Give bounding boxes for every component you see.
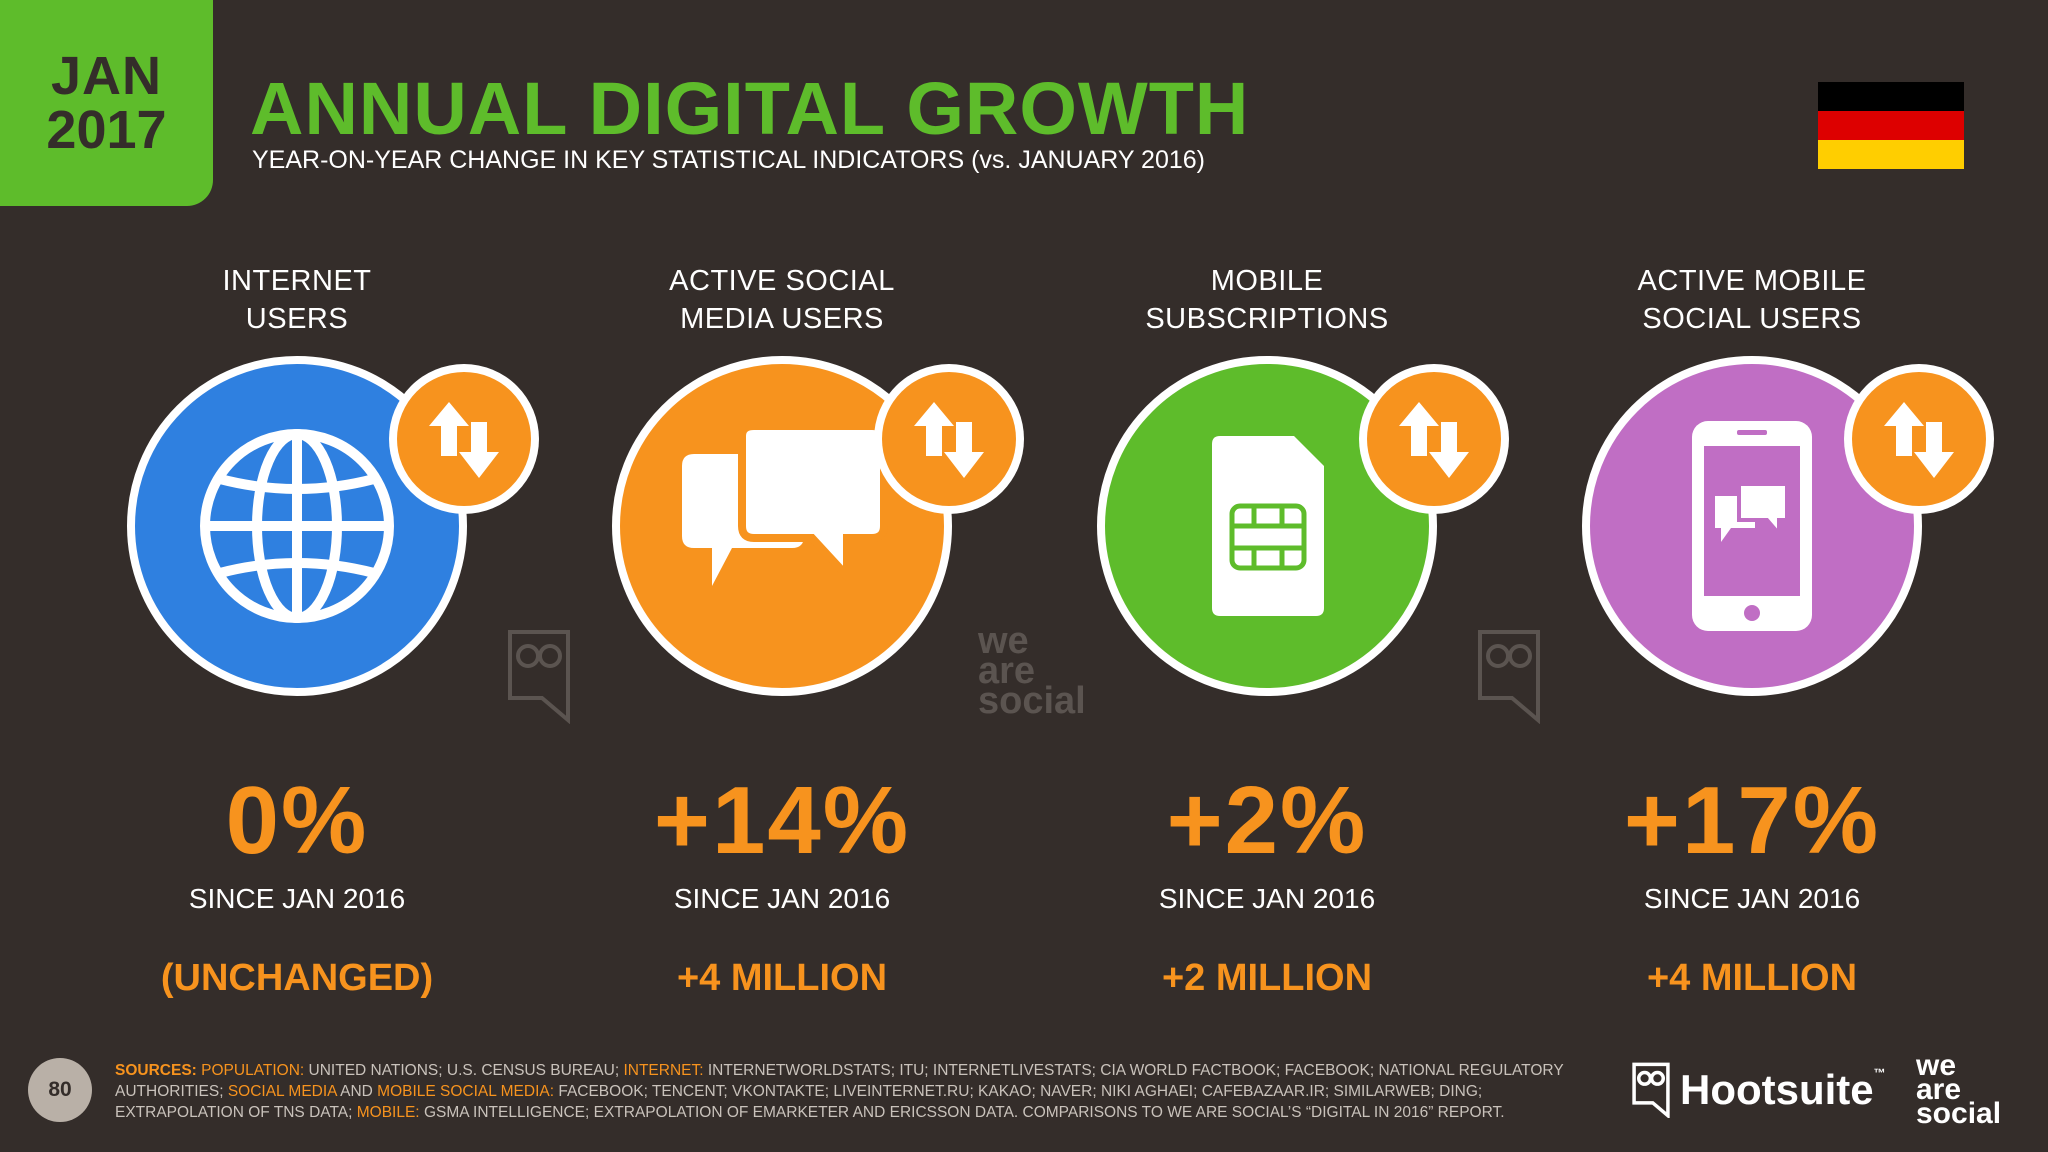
- phone-chat-icon: [1692, 421, 1812, 631]
- sources-text: SOURCES: POPULATION: UNITED NATIONS; U.S…: [115, 1060, 1595, 1123]
- up-down-arrows-icon: [429, 402, 499, 478]
- stat-internet-users: INTERNET USERS: [57, 262, 539, 1000]
- stat-label: INTERNET USERS: [57, 262, 537, 346]
- flag-stripe-black: [1818, 82, 1964, 111]
- sim-card-icon: [1212, 436, 1324, 616]
- sources-social-label: SOCIAL MEDIA: [227, 1083, 337, 1100]
- up-down-arrows-icon: [1399, 402, 1469, 478]
- stat-label-line2: MEDIA USERS: [680, 303, 884, 335]
- stat-active-social-media-users: ACTIVE SOCIAL MEDIA USERS +14% SINCE JAN…: [542, 262, 1024, 1000]
- page-number: 80: [28, 1058, 92, 1122]
- trademark-symbol: ™: [1873, 1066, 1886, 1080]
- stat-change: +4 MILLION: [676, 957, 888, 999]
- globe-icon: [200, 429, 394, 623]
- we-are-social-watermark: we are social: [978, 620, 1086, 722]
- growth-badge: [874, 364, 1024, 514]
- date-year: 2017: [46, 100, 167, 160]
- stat-change: (UNCHANGED): [160, 957, 434, 999]
- stat-label-line2: SUBSCRIPTIONS: [1145, 303, 1389, 335]
- page-subtitle: YEAR-ON-YEAR CHANGE IN KEY STATISTICAL I…: [252, 146, 1205, 174]
- sources-internet-text: INTERNETWORLDSTATS; ITU; INTERNETLIVESTA…: [115, 1062, 1564, 1100]
- page-title: ANNUAL DIGITAL GROWTH: [250, 67, 1250, 150]
- hootsuite-logo: Hootsuite™: [1630, 1062, 1886, 1118]
- sources-population-label: POPULATION:: [201, 1062, 305, 1079]
- stat-value: +2%: [1166, 767, 1368, 874]
- up-down-arrows-icon: [914, 402, 984, 478]
- flag-stripe-red: [1818, 111, 1964, 140]
- stat-label-line1: ACTIVE SOCIAL: [669, 265, 895, 297]
- stat-value: 0%: [225, 767, 369, 874]
- was-line2: are: [1916, 1073, 1962, 1106]
- stat-label-line1: MOBILE: [1210, 265, 1324, 297]
- hootsuite-wordmark: Hootsuite™: [1680, 1066, 1886, 1114]
- watermark-line3: social: [978, 680, 1086, 722]
- stat-value: +17%: [1623, 767, 1881, 874]
- sources-mobile-social-label: MOBILE SOCIAL MEDIA:: [377, 1083, 555, 1100]
- stat-active-mobile-social-users: ACTIVE MOBILE SOCIAL USERS +17% SINCE JA…: [1512, 262, 1994, 1000]
- germany-flag-icon: [1818, 82, 1964, 169]
- sources-internet-label: INTERNET:: [623, 1062, 704, 1079]
- sources-label: SOURCES:: [115, 1062, 197, 1079]
- date-badge: JAN 2017: [0, 0, 213, 206]
- owl-watermark-icon: [1478, 630, 1540, 724]
- owl-watermark-icon: [508, 630, 570, 724]
- sources-mobile-text: GSMA INTELLIGENCE; EXTRAPOLATION OF EMAR…: [423, 1104, 1505, 1121]
- growth-badge: [1844, 364, 1994, 514]
- stat-label: ACTIVE MOBILE SOCIAL USERS: [1512, 262, 1992, 346]
- stat-change: +4 MILLION: [1646, 957, 1858, 999]
- stat-value: +14%: [653, 767, 911, 874]
- stat-since: SINCE JAN 2016: [673, 883, 891, 914]
- sources-mobile-label: MOBILE:: [356, 1104, 420, 1121]
- watermark-line2: are: [978, 650, 1036, 692]
- growth-badge: [389, 364, 539, 514]
- we-are-social-logo: we are social: [1916, 1049, 2002, 1130]
- chat-bubbles-icon: [682, 426, 888, 587]
- stat-label-line2: SOCIAL USERS: [1642, 303, 1862, 335]
- sources-and-text: AND: [340, 1083, 373, 1100]
- stat-change: +2 MILLION: [1161, 957, 1373, 999]
- growth-badge: [1359, 364, 1509, 514]
- stat-since: SINCE JAN 2016: [1158, 883, 1376, 914]
- stat-label: ACTIVE SOCIAL MEDIA USERS: [542, 262, 1022, 346]
- stat-label-line1: INTERNET: [222, 265, 372, 297]
- hootsuite-text: Hootsuite: [1680, 1066, 1874, 1113]
- date-month: JAN: [50, 46, 163, 106]
- flag-stripe-gold: [1818, 140, 1964, 169]
- sources-social-text: FACEBOOK; TENCENT; VKONTAKTE; LIVEINTERN…: [115, 1083, 1483, 1121]
- stat-label-line1: ACTIVE MOBILE: [1637, 265, 1867, 297]
- sources-population-text: UNITED NATIONS; U.S. CENSUS BUREAU;: [308, 1062, 620, 1079]
- was-line3: social: [1916, 1097, 2002, 1130]
- stat-since: SINCE JAN 2016: [1643, 883, 1861, 914]
- was-line1: we: [1916, 1049, 1957, 1082]
- stat-circle: [1097, 356, 1437, 696]
- watermark-line1: we: [978, 620, 1029, 662]
- stat-since: SINCE JAN 2016: [188, 883, 406, 914]
- stat-label-line2: USERS: [245, 303, 349, 335]
- stat-mobile-subscriptions: MOBILE SUBSCRIPTIONS +2% SINCE JAN 2016 …: [1027, 262, 1509, 1000]
- owl-logo-icon: [1632, 1062, 1670, 1118]
- stat-label: MOBILE SUBSCRIPTIONS: [1027, 262, 1507, 346]
- up-down-arrows-icon: [1884, 402, 1954, 478]
